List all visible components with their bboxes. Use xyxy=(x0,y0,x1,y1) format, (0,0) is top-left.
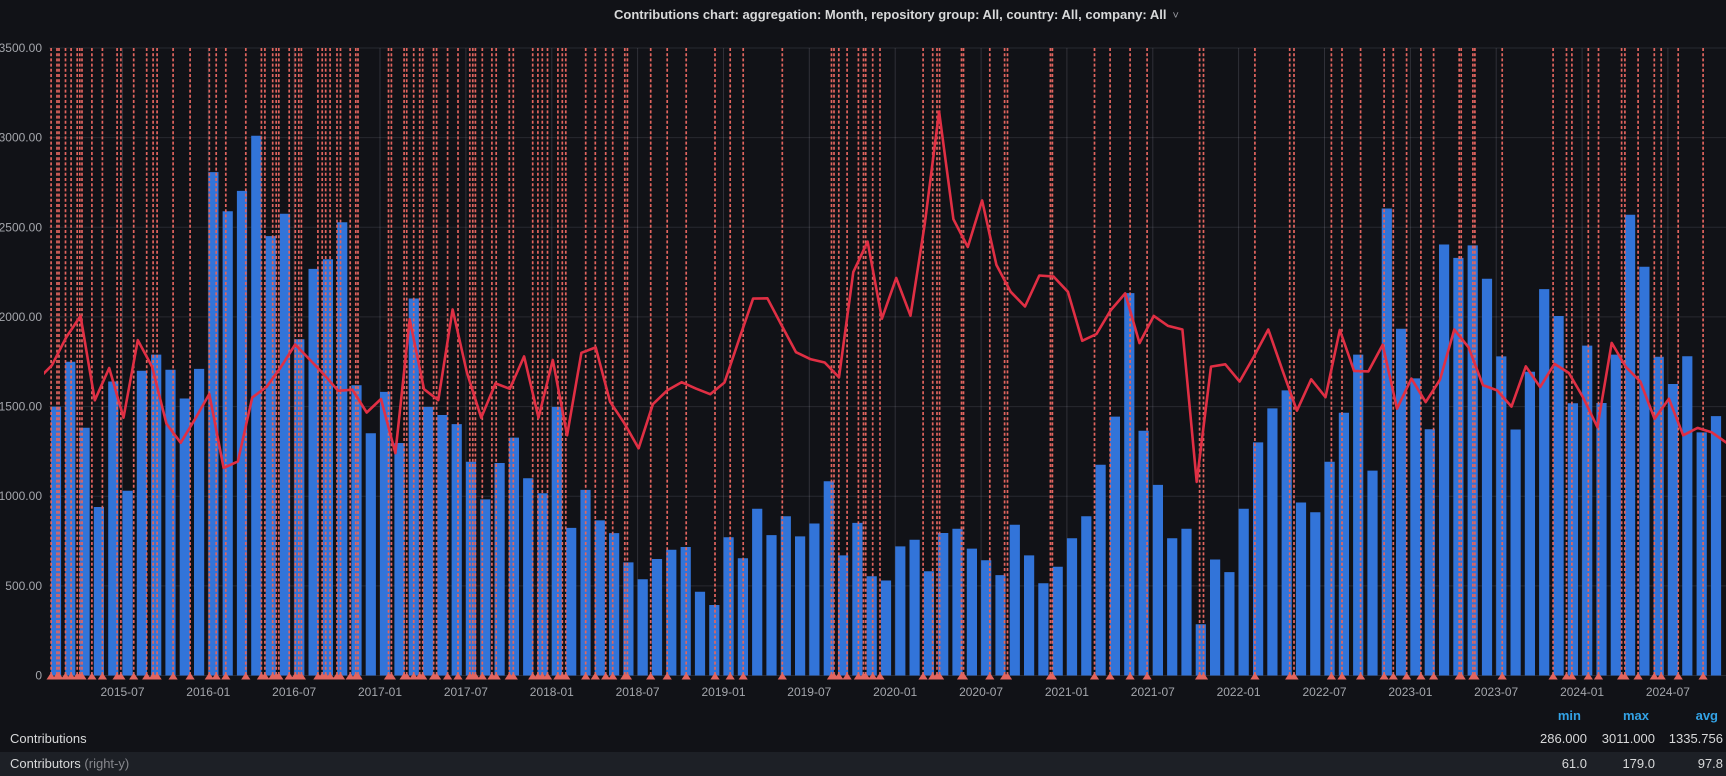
svg-text:2021-07: 2021-07 xyxy=(1131,685,1175,699)
svg-text:2017-07: 2017-07 xyxy=(444,685,488,699)
svg-text:2024-01: 2024-01 xyxy=(1560,685,1604,699)
svg-text:1500.00: 1500.00 xyxy=(0,400,42,414)
svg-text:1000.00: 1000.00 xyxy=(0,489,42,503)
svg-text:2018-07: 2018-07 xyxy=(616,685,660,699)
svg-text:3000.00: 3000.00 xyxy=(0,131,42,145)
svg-text:2500.00: 2500.00 xyxy=(0,220,42,234)
svg-text:2015-07: 2015-07 xyxy=(100,685,144,699)
svg-text:2000.00: 2000.00 xyxy=(0,310,42,324)
svg-text:3500.00: 3500.00 xyxy=(0,41,42,55)
svg-text:2021-01: 2021-01 xyxy=(1045,685,1089,699)
svg-text:2024-07: 2024-07 xyxy=(1646,685,1690,699)
svg-text:2020-07: 2020-07 xyxy=(959,685,1003,699)
svg-text:2023-07: 2023-07 xyxy=(1474,685,1518,699)
svg-text:2016-07: 2016-07 xyxy=(272,685,316,699)
svg-text:2020-01: 2020-01 xyxy=(873,685,917,699)
svg-text:2023-01: 2023-01 xyxy=(1388,685,1432,699)
svg-text:2017-01: 2017-01 xyxy=(358,685,402,699)
svg-text:2018-01: 2018-01 xyxy=(530,685,574,699)
svg-text:0: 0 xyxy=(35,669,42,683)
svg-text:2022-01: 2022-01 xyxy=(1217,685,1261,699)
svg-text:2019-01: 2019-01 xyxy=(701,685,745,699)
svg-text:2019-07: 2019-07 xyxy=(787,685,831,699)
svg-text:2016-01: 2016-01 xyxy=(186,685,230,699)
svg-text:500.00: 500.00 xyxy=(5,579,42,593)
svg-text:2022-07: 2022-07 xyxy=(1302,685,1346,699)
